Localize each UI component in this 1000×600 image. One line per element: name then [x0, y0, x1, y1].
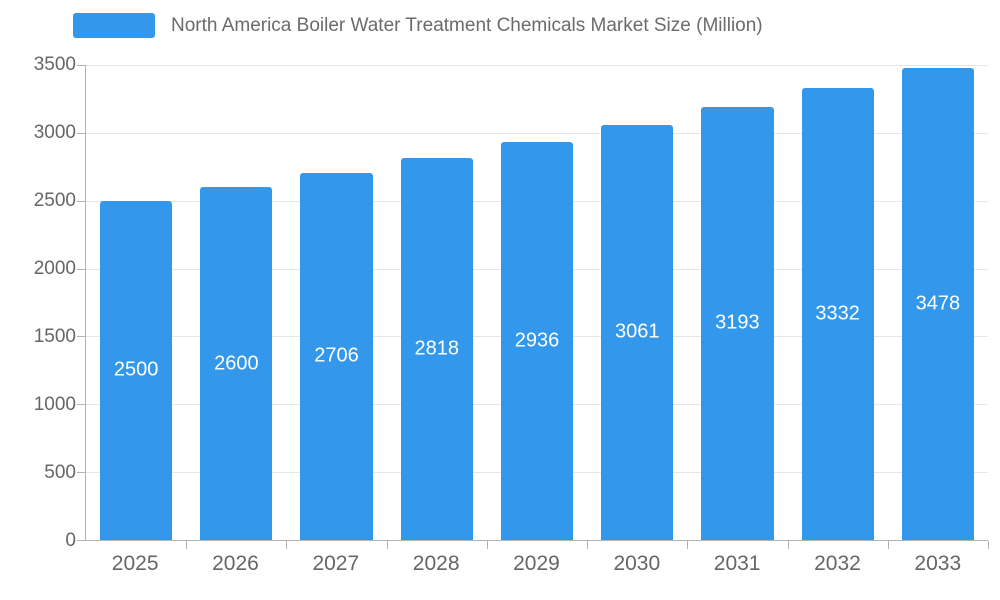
- y-tick-label: 1000: [33, 394, 76, 415]
- x-tick-label: 2033: [914, 552, 962, 575]
- bar-cell: 3332: [788, 65, 888, 540]
- bar-value-label: 2600: [214, 352, 259, 375]
- y-tick-mark: [77, 200, 85, 202]
- bar-cell: 2500: [86, 65, 186, 540]
- x-tick-mark: [988, 541, 989, 549]
- y-tick-mark: [77, 336, 85, 338]
- x-tick-label: 2031: [713, 552, 761, 575]
- plot-area: 2500 2600 2706 2818 2936 3061 3193 3332 3478: [77, 65, 989, 549]
- y-tick-label: 500: [44, 462, 76, 483]
- x-tick-label: 2026: [212, 552, 259, 575]
- bar-2033[interactable]: 3478: [901, 68, 974, 540]
- y-tick-label: 3000: [33, 122, 76, 143]
- x-tick-mark: [186, 541, 188, 549]
- bar-cell: 2706: [286, 65, 386, 540]
- x-tick-label: 2030: [613, 552, 661, 575]
- bar-value-label: 3193: [715, 311, 760, 334]
- legend-title: North America Boiler Water Treatment Che…: [171, 14, 763, 36]
- gridline: [86, 132, 988, 134]
- y-tick-mark: [77, 472, 85, 474]
- x-tick-mark: [687, 541, 689, 549]
- bar-value-label: 3061: [614, 320, 660, 343]
- x-tick-mark: [486, 541, 488, 549]
- bar-2030[interactable]: 3061: [601, 124, 674, 540]
- bars-container: 2500 2600 2706 2818 2936 3061 3193 3332 3478: [86, 65, 988, 540]
- x-tick-label: 2025: [111, 552, 159, 575]
- y-tick-label: 1500: [33, 326, 76, 347]
- gridline: [86, 65, 988, 66]
- x-axis: 2025 2026 2027 2028 2029 2030 2031 2032 2033: [85, 552, 988, 580]
- bar-2031[interactable]: 3193: [701, 106, 774, 540]
- bar-2032[interactable]: 3332: [801, 87, 874, 540]
- legend-item[interactable]: North America Boiler Water Treatment Che…: [73, 13, 763, 38]
- x-tick-mark: [386, 541, 388, 549]
- bar-value-label: 3332: [815, 302, 860, 325]
- y-tick-label: 2500: [33, 190, 76, 211]
- y-tick-mark: [77, 132, 85, 134]
- bar-2027[interactable]: 2706: [300, 172, 373, 540]
- y-axis: 0 500 1000 1500 2000 2500 3000 3500: [0, 54, 76, 551]
- y-tick-mark: [77, 540, 85, 541]
- bar-2029[interactable]: 2936: [500, 141, 574, 540]
- x-tick-mark: [286, 541, 288, 549]
- x-tick-label: 2032: [814, 552, 861, 575]
- bar-2026[interactable]: 2600: [200, 187, 273, 540]
- bar-cell: 3478: [888, 65, 988, 540]
- x-tick-mark: [587, 541, 589, 549]
- y-tick-label: 3500: [33, 54, 76, 75]
- x-tick-label: 2028: [412, 552, 460, 575]
- bar-cell: 2936: [487, 65, 587, 540]
- bar-value-label: 3478: [915, 292, 961, 315]
- bar-cell: 2600: [186, 65, 286, 540]
- bar-2028[interactable]: 2818: [400, 157, 473, 540]
- bar-2025[interactable]: 2500: [100, 200, 173, 540]
- x-tick-mark: [787, 541, 789, 549]
- bar-value-label: 2818: [414, 337, 460, 360]
- y-tick-label: 0: [65, 530, 76, 551]
- bar-cell: 2818: [387, 65, 487, 540]
- legend-swatch[interactable]: [73, 13, 155, 38]
- bar-cell: 3061: [587, 65, 687, 540]
- y-tick-mark: [77, 65, 85, 66]
- y-tick-mark: [77, 268, 85, 270]
- bar-cell: 3193: [687, 65, 787, 540]
- x-tick-label: 2027: [312, 552, 360, 575]
- x-tick-label: 2029: [513, 552, 560, 575]
- bar-value-label: 2706: [314, 344, 359, 367]
- y-tick-label: 2000: [33, 258, 76, 279]
- x-tick-mark: [887, 541, 889, 549]
- bar-value-label: 2500: [113, 358, 159, 381]
- y-tick-mark: [77, 404, 85, 406]
- bar-value-label: 2936: [514, 329, 560, 352]
